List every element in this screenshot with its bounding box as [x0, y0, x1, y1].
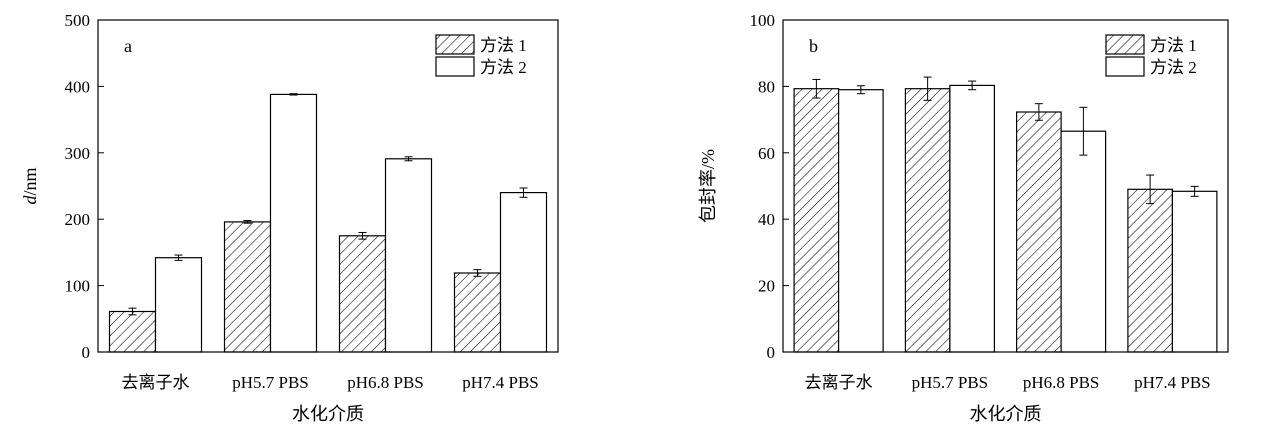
- x-tick-label: pH7.4 PBS: [462, 373, 539, 392]
- bar-2-3: [1060, 130, 1107, 353]
- y-tick-label: 200: [65, 210, 91, 229]
- error-bar-2-4: [519, 187, 528, 198]
- error-bar-2-2: [289, 93, 298, 96]
- error-bar-2-2: [968, 80, 977, 91]
- chart-a: 0 100 200 300 400 500 去离子水 pH5.7 PBS pH6.8 PBS pH…: [20, 11, 559, 424]
- bar-1-4: [1127, 188, 1174, 353]
- panel-label: b: [809, 36, 818, 56]
- legend-item-2: 方法 2: [1105, 56, 1197, 77]
- y-tick-label: 20: [758, 277, 775, 296]
- x-tick-label: pH5.7 PBS: [232, 373, 309, 392]
- x-tick-label: pH7.4 PBS: [1134, 373, 1211, 392]
- y-axis-label: 包封率/%: [698, 149, 718, 223]
- x-tick-label: pH6.8 PBS: [347, 373, 424, 392]
- error-bar-1-2: [243, 220, 252, 224]
- y-tick-label: 0: [82, 343, 91, 362]
- x-tick-label: pH5.7 PBS: [912, 373, 989, 392]
- legend-label: 方法 2: [1150, 58, 1197, 77]
- bar-1-1: [793, 88, 840, 353]
- error-bar-1-1: [812, 78, 821, 99]
- x-tick-label: pH6.8 PBS: [1023, 373, 1100, 392]
- x-tick-label: 去离子水: [805, 373, 873, 392]
- bar-2-1: [837, 89, 884, 353]
- legend-swatch: [435, 56, 475, 77]
- error-bar-1-4: [1146, 174, 1155, 205]
- bar-2-2: [949, 84, 996, 353]
- y-tick-label: 300: [65, 144, 91, 163]
- y-tick-label: 60: [758, 144, 775, 163]
- y-tick-label: 80: [758, 77, 775, 96]
- y-axis-label-symbol: d: [20, 195, 40, 205]
- legend-item-1: 方法 1: [1105, 34, 1197, 55]
- y-tick-label: 100: [65, 277, 91, 296]
- bar-1-3: [1015, 111, 1062, 353]
- bar-1-2: [904, 88, 951, 353]
- bar-1-1: [108, 310, 157, 353]
- y-tick-label: 100: [750, 11, 776, 30]
- legend-item-2: 方法 2: [435, 56, 527, 77]
- panel-label: a: [124, 36, 132, 56]
- error-bar-1-2: [923, 76, 932, 101]
- x-tick-label: 去离子水: [122, 373, 190, 392]
- bar-2-4: [1171, 190, 1218, 353]
- error-bar-1-4: [473, 269, 482, 277]
- legend-swatch: [1105, 34, 1145, 55]
- legend-label: 方法 1: [480, 36, 527, 55]
- error-bar-2-3: [1079, 106, 1088, 156]
- bar-2-4: [499, 192, 548, 353]
- legend-label: 方法 1: [1150, 36, 1197, 55]
- y-axis-label: d/nm: [20, 167, 40, 204]
- bar-2-3: [384, 158, 433, 353]
- x-axis-label: 水化介质: [292, 404, 364, 424]
- x-axis-label: 水化介质: [970, 404, 1042, 424]
- legend-swatch: [1105, 56, 1145, 77]
- bar-2-1: [154, 257, 203, 353]
- chart-b: 0 20 40 60 80 100 去离子水 pH5.7 PBS pH6.8 PBS pH7.4 …: [698, 11, 1229, 424]
- error-bar-2-3: [404, 156, 413, 162]
- legend-item-1: 方法 1: [435, 34, 527, 55]
- error-bar-2-4: [1190, 185, 1199, 197]
- bar-1-2: [223, 221, 272, 353]
- error-bar-2-1: [174, 254, 183, 261]
- legend-swatch: [435, 34, 475, 55]
- plot-frame: [97, 19, 559, 353]
- plot-frame: [782, 19, 1229, 353]
- bar-1-4: [453, 272, 502, 353]
- y-tick-label: 0: [767, 343, 776, 362]
- y-tick-label: 400: [65, 77, 91, 96]
- error-bar-1-3: [358, 231, 367, 240]
- bar-2-2: [269, 93, 318, 353]
- error-bar-1-1: [128, 307, 137, 316]
- error-bar-1-3: [1034, 103, 1043, 121]
- error-bar-2-1: [856, 85, 865, 95]
- legend-label: 方法 2: [480, 58, 527, 77]
- y-tick-label: 40: [758, 210, 775, 229]
- bar-1-3: [338, 235, 387, 353]
- y-tick-label: 500: [65, 11, 91, 30]
- y-axis-label-unit: /nm: [20, 167, 40, 195]
